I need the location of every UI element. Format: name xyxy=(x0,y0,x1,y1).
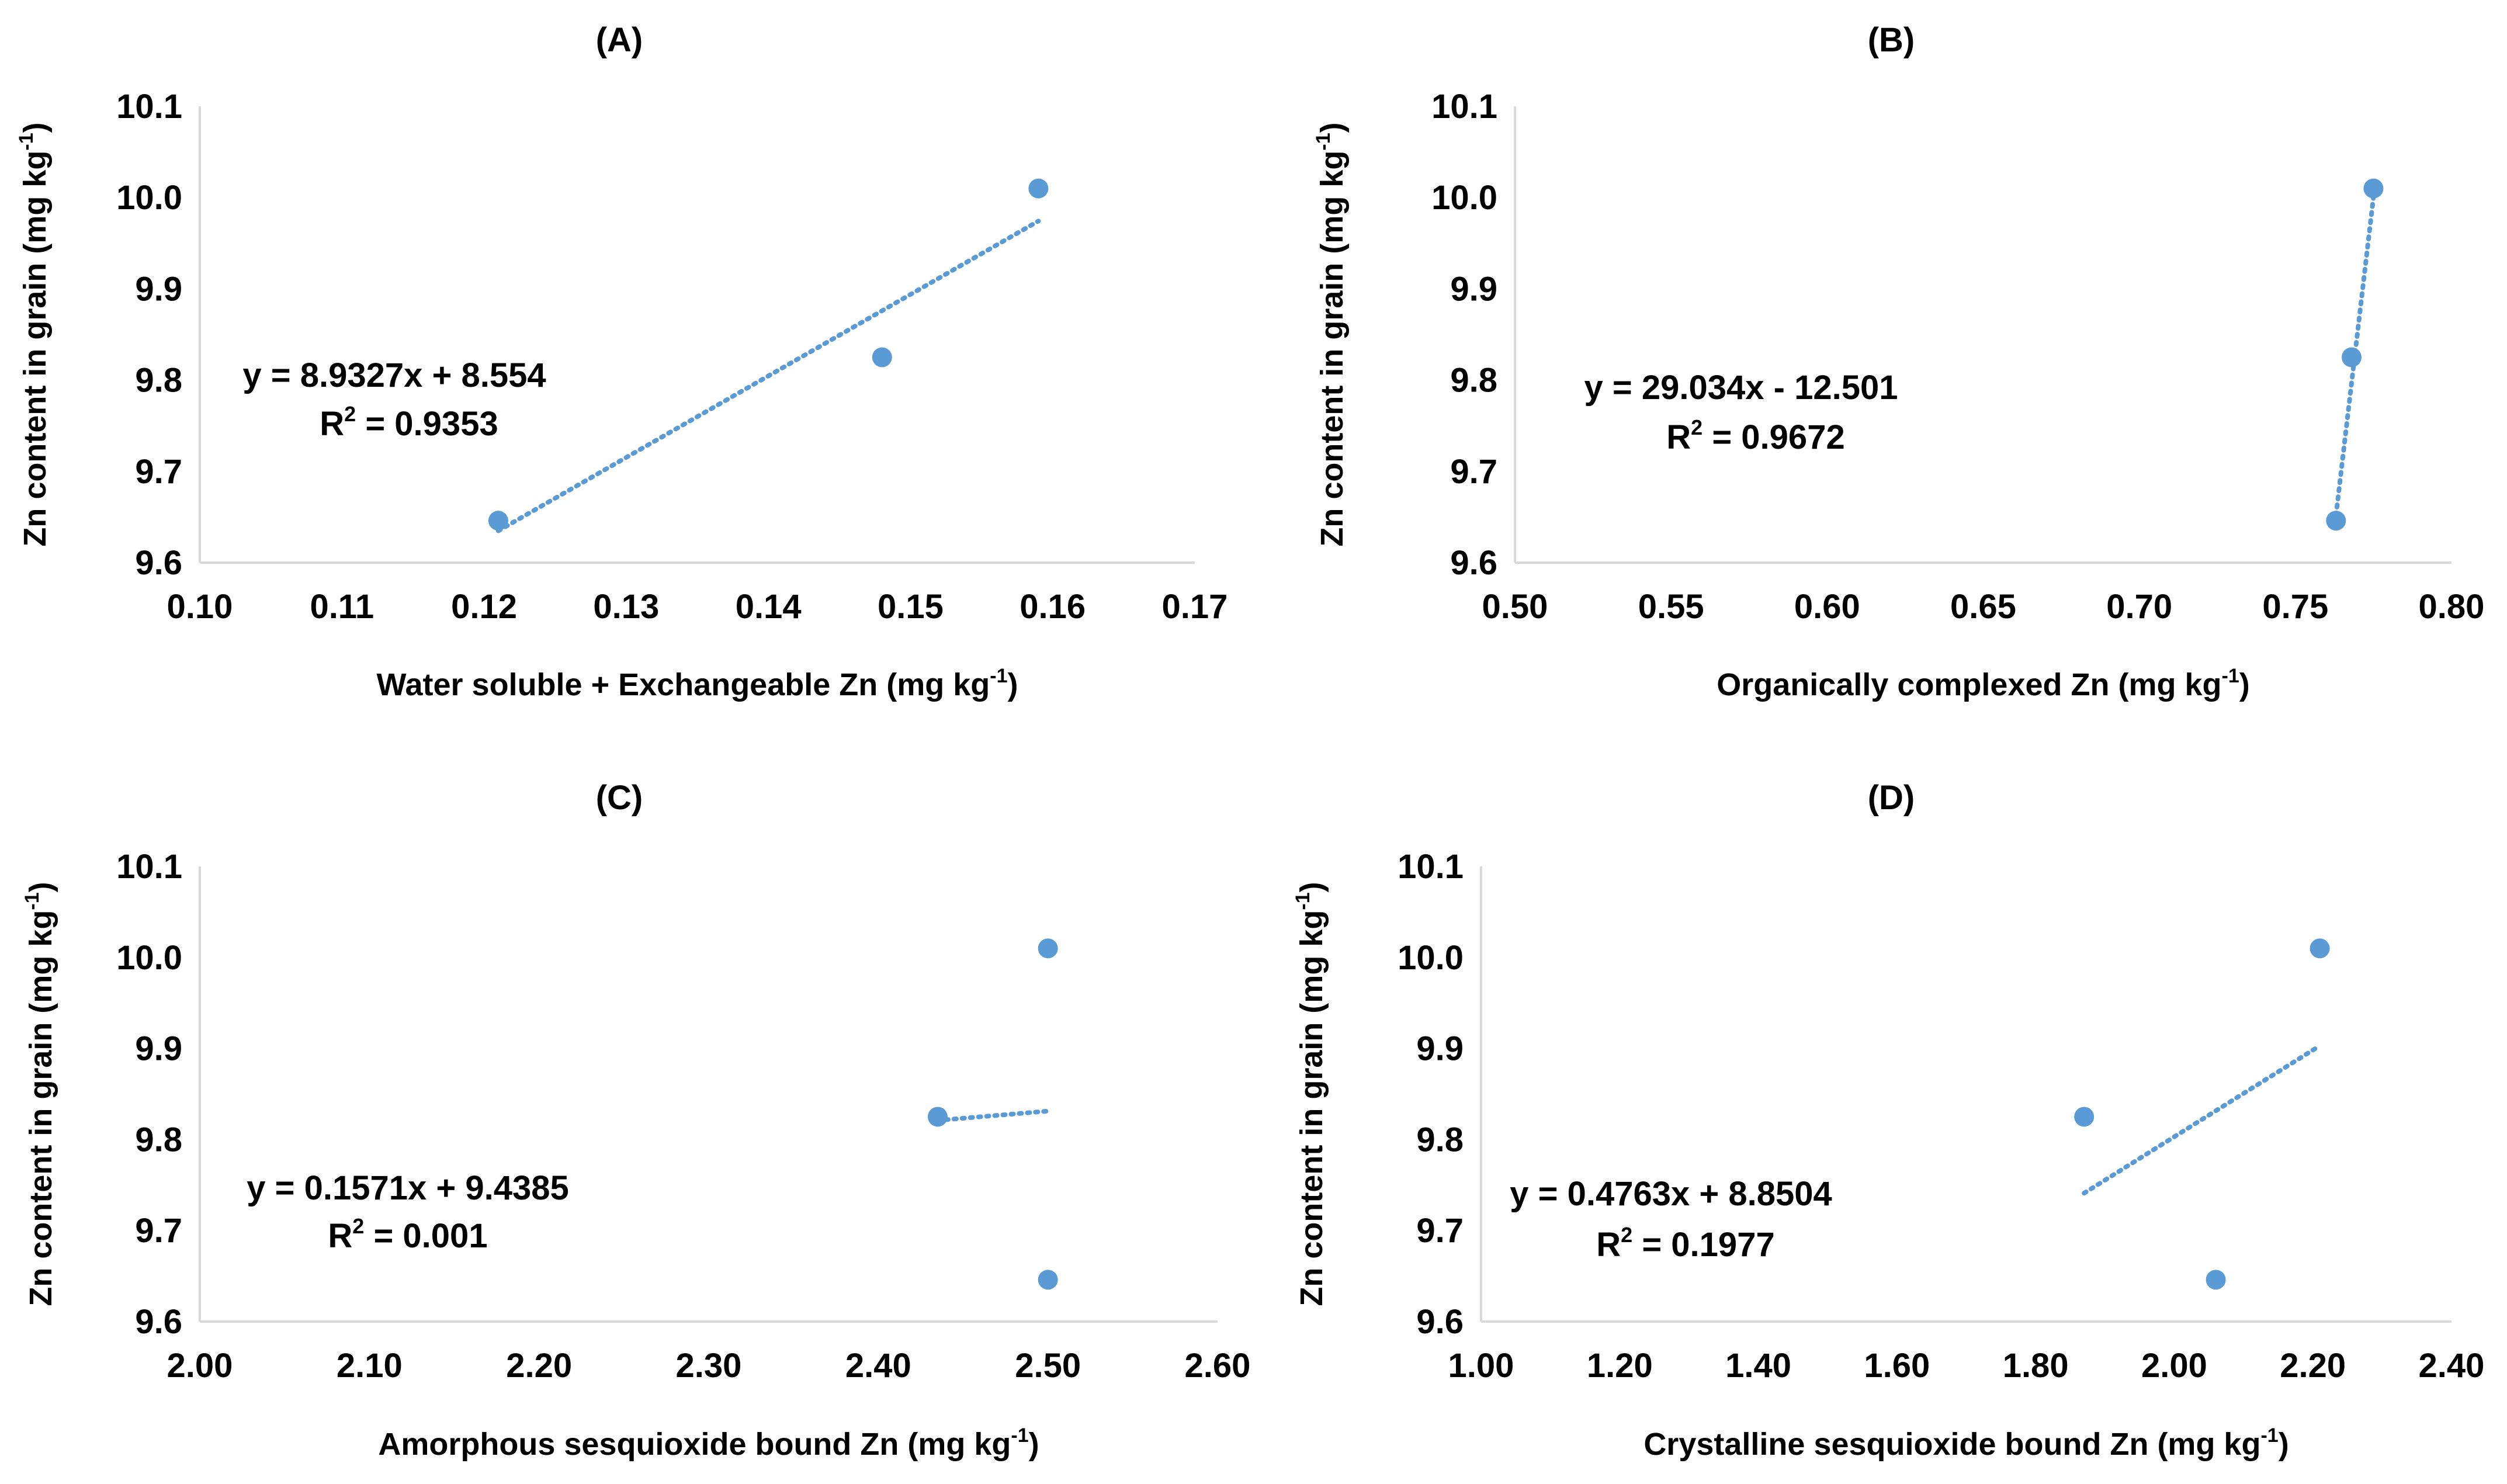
y-tick-label: 9.6 xyxy=(135,544,182,582)
trend-equation: y = 29.034x - 12.501 xyxy=(1584,369,1898,407)
x-axis-title: Crystalline sesquioxide bound Zn (mg kg-… xyxy=(1643,1424,2288,1462)
y-tick-label: 9.6 xyxy=(135,1303,182,1341)
x-tick-label: 0.16 xyxy=(1020,588,1086,626)
data-point xyxy=(2074,1107,2095,1127)
x-tick-label: 2.40 xyxy=(2419,1347,2485,1385)
panel-d: (D) 9.6 9.7 9.8 9.9 10.0 10.1 1.00 1.20 1.40 1.60 1… xyxy=(1292,779,2484,1462)
x-tick-label: 2.10 xyxy=(337,1347,403,1385)
data-point xyxy=(2326,511,2346,531)
y-tick-label: 9.7 xyxy=(1416,1212,1464,1250)
trendline xyxy=(495,219,1041,533)
x-tick-label: 0.75 xyxy=(2262,588,2328,626)
x-tick-label: 1.00 xyxy=(1448,1347,1514,1385)
y-axis-title: Zn content in grain (mg kg-1) xyxy=(1292,882,1329,1306)
y-tick-label: 10.1 xyxy=(1431,88,1497,126)
y-tick-label: 10.0 xyxy=(1398,939,1464,977)
data-point xyxy=(872,347,892,367)
data-point xyxy=(2206,1270,2226,1290)
x-tick-label: 0.11 xyxy=(310,588,374,626)
trend-equation: y = 0.4763x + 8.8504 xyxy=(1510,1175,1832,1213)
r-squared: R2 = 0.9672 xyxy=(1666,415,1844,456)
x-tick-label: 0.60 xyxy=(1794,588,1860,626)
x-axis-title: Water soluble + Exchangeable Zn (mg kg-1… xyxy=(377,665,1018,702)
x-axis-title: Amorphous sesquioxide bound Zn (mg kg-1) xyxy=(378,1424,1039,1462)
trendline xyxy=(935,1108,1050,1123)
y-axis-title: Zn content in grain (mg kg-1) xyxy=(1312,122,1350,546)
y-tick-label: 9.9 xyxy=(135,1030,182,1068)
panel-a: (A) 9.6 9.7 9.8 9.9 10.0 10.1 0.10 0.11 0.12 0.13 0… xyxy=(15,21,1228,702)
y-tick-label: 9.8 xyxy=(135,362,182,400)
x-tick-label: 0.50 xyxy=(1482,588,1548,626)
x-tick-label: 0.65 xyxy=(1950,588,2016,626)
x-tick-label: 0.17 xyxy=(1162,588,1228,626)
data-point xyxy=(1028,178,1049,199)
data-point xyxy=(2363,178,2384,199)
y-axis-title: Zn content in grain (mg kg-1) xyxy=(15,122,53,546)
y-tick-label: 10.0 xyxy=(116,179,182,217)
x-tick-label: 1.40 xyxy=(1725,1347,1791,1385)
x-tick-label: 2.50 xyxy=(1015,1347,1081,1385)
panel-title: (A) xyxy=(596,21,643,59)
y-tick-label: 10.0 xyxy=(1431,179,1497,217)
panel-title: (C) xyxy=(596,779,643,817)
x-tick-label: 2.30 xyxy=(676,1347,742,1385)
x-tick-label: 2.00 xyxy=(167,1347,233,1385)
panel-title: (D) xyxy=(1868,779,1915,817)
panel-b: (B) 9.6 9.7 9.8 9.9 10.0 10.1 0.50 0.55 0.60 0.65 0… xyxy=(1312,21,2484,702)
y-tick-label: 10.1 xyxy=(116,88,182,126)
data-point xyxy=(1038,938,1058,959)
panel-title: (B) xyxy=(1868,21,1915,59)
x-tick-label: 2.00 xyxy=(2141,1347,2207,1385)
y-tick-label: 9.7 xyxy=(135,453,182,491)
y-tick-label: 9.6 xyxy=(1416,1303,1464,1341)
r-squared: R2 = 0.9353 xyxy=(320,402,498,443)
x-tick-label: 2.20 xyxy=(506,1347,572,1385)
y-tick-label: 10.1 xyxy=(1398,848,1464,886)
r-squared: R2 = 0.1977 xyxy=(1596,1223,1774,1264)
x-tick-label: 0.13 xyxy=(593,588,659,626)
x-tick-label: 1.60 xyxy=(1864,1347,1930,1385)
y-tick-label: 9.8 xyxy=(1416,1121,1464,1159)
x-axis-title: Organically complexed Zn (mg kg-1) xyxy=(1717,665,2249,702)
y-tick-label: 9.7 xyxy=(1450,453,1497,491)
y-tick-label: 10.0 xyxy=(116,939,182,977)
x-tick-label: 2.60 xyxy=(1185,1347,1251,1385)
x-tick-label: 2.40 xyxy=(845,1347,911,1385)
r-squared: R2 = 0.001 xyxy=(328,1214,487,1255)
data-point xyxy=(2342,347,2362,367)
data-point xyxy=(1038,1270,1058,1290)
trend-equation: y = 8.9327x + 8.554 xyxy=(242,356,546,394)
data-point xyxy=(927,1107,948,1127)
y-tick-label: 9.8 xyxy=(1450,362,1497,400)
data-point xyxy=(2310,938,2330,959)
panel-c: (C) 9.6 9.7 9.8 9.9 10.0 10.1 2.00 2.10 2.20 2.30 2… xyxy=(21,779,1250,1462)
y-tick-label: 9.9 xyxy=(1450,270,1497,308)
y-tick-label: 9.6 xyxy=(1450,544,1497,582)
x-tick-label: 0.15 xyxy=(878,588,944,626)
y-axis-title: Zn content in grain (mg kg-1) xyxy=(21,882,58,1306)
y-tick-label: 9.9 xyxy=(1416,1030,1464,1068)
x-tick-label: 1.20 xyxy=(1587,1347,1653,1385)
data-point xyxy=(488,511,508,531)
x-tick-label: 0.14 xyxy=(736,588,802,626)
x-tick-label: 0.10 xyxy=(167,588,233,626)
x-tick-label: 1.80 xyxy=(2003,1347,2069,1385)
y-tick-label: 9.9 xyxy=(135,270,182,308)
x-tick-label: 0.70 xyxy=(2106,588,2172,626)
y-tick-label: 10.1 xyxy=(116,848,182,886)
trend-equation: y = 0.1571x + 9.4385 xyxy=(247,1169,569,1207)
y-tick-label: 9.7 xyxy=(135,1212,182,1250)
y-tick-label: 9.8 xyxy=(135,1121,182,1159)
x-tick-label: 0.55 xyxy=(1638,588,1704,626)
x-tick-label: 0.80 xyxy=(2419,588,2485,626)
trendline xyxy=(2082,1043,2322,1196)
x-tick-label: 2.20 xyxy=(2280,1347,2346,1385)
x-tick-label: 0.12 xyxy=(451,588,517,626)
